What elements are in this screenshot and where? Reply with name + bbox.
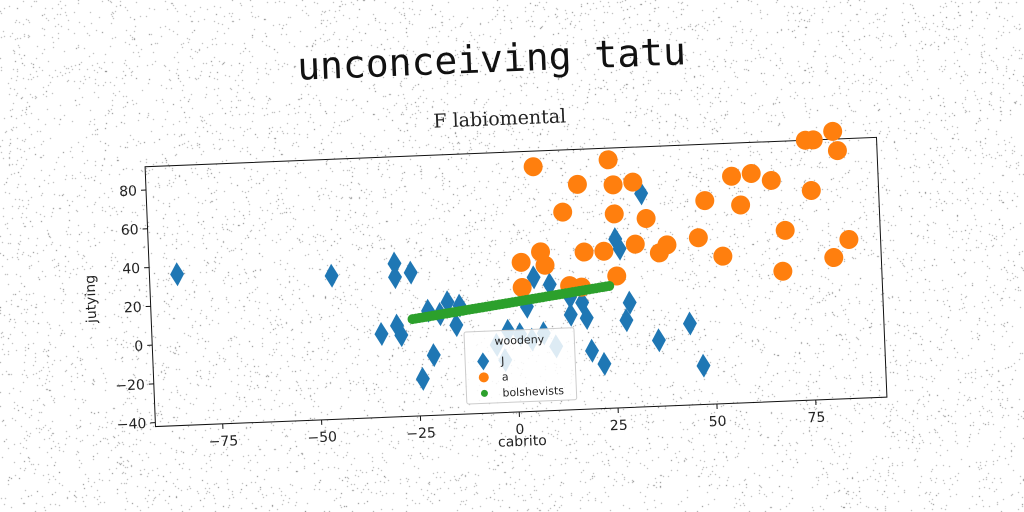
point-J bbox=[388, 265, 403, 290]
point-a bbox=[598, 150, 618, 170]
legend-title: woodeny bbox=[494, 333, 545, 348]
point-a bbox=[623, 172, 643, 192]
point-a bbox=[773, 261, 793, 281]
point-J bbox=[170, 262, 185, 287]
point-J bbox=[651, 328, 666, 353]
point-J bbox=[622, 290, 637, 315]
point-a bbox=[824, 248, 844, 268]
point-a bbox=[731, 195, 751, 215]
point-a bbox=[603, 175, 623, 195]
y-axis-label: jutying bbox=[82, 275, 100, 325]
point-a bbox=[722, 166, 742, 186]
legend-marker-bolshevists bbox=[480, 389, 488, 397]
point-J bbox=[426, 343, 441, 368]
point-a bbox=[839, 229, 859, 249]
point-a bbox=[761, 170, 781, 190]
point-a bbox=[803, 130, 823, 150]
y-tick-label: 40 bbox=[122, 261, 140, 278]
x-tick-label: −25 bbox=[406, 425, 436, 442]
chart-subtitle: F labiomental bbox=[433, 105, 567, 132]
legend-label-J: J bbox=[500, 354, 505, 367]
point-a bbox=[607, 266, 627, 286]
point-J bbox=[597, 351, 612, 376]
y-tick-label: 0 bbox=[134, 338, 144, 354]
x-axis-label: cabrito bbox=[498, 433, 547, 451]
point-a bbox=[594, 241, 614, 261]
point-a bbox=[553, 202, 573, 222]
point-J bbox=[563, 302, 578, 327]
point-a bbox=[657, 235, 677, 255]
point-a bbox=[512, 278, 532, 298]
x-tick-label: −50 bbox=[307, 429, 337, 446]
point-a bbox=[741, 163, 761, 183]
legend-marker-J bbox=[477, 352, 490, 371]
point-J bbox=[579, 305, 594, 330]
points-layer bbox=[170, 121, 859, 391]
y-tick-label: 20 bbox=[124, 300, 142, 317]
point-a bbox=[574, 242, 594, 262]
y-tick-label: −40 bbox=[117, 416, 147, 433]
x-tick-label: −75 bbox=[208, 433, 238, 450]
point-a bbox=[713, 246, 733, 266]
point-a bbox=[695, 191, 715, 211]
point-J bbox=[449, 313, 464, 338]
x-tick-label: 75 bbox=[807, 410, 825, 427]
point-a bbox=[827, 141, 847, 161]
point-a bbox=[604, 204, 624, 224]
point-J bbox=[585, 338, 600, 363]
point-a bbox=[625, 234, 645, 254]
legend-label-bolshevists: bolshevists bbox=[502, 384, 564, 399]
ticks-layer: −75 −50 −25 0 25 50 75 −40 −20 0 20 40 60 80 bbox=[115, 183, 826, 450]
point-J bbox=[324, 263, 339, 288]
point-J bbox=[619, 308, 634, 333]
point-J bbox=[387, 251, 402, 276]
axes-frame bbox=[144, 136, 888, 428]
point-J bbox=[415, 366, 430, 391]
chart-title: unconceiving tatu bbox=[296, 29, 686, 89]
legend: woodeny J a bolshevists bbox=[463, 327, 578, 405]
x-tick-label: 50 bbox=[708, 414, 726, 431]
point-a bbox=[567, 174, 587, 194]
point-J bbox=[403, 260, 418, 285]
point-J bbox=[542, 272, 557, 297]
x-tick-label: 25 bbox=[610, 418, 628, 435]
point-J bbox=[394, 323, 409, 348]
y-tick-label: 60 bbox=[120, 222, 138, 239]
point-J bbox=[682, 311, 697, 336]
point-J bbox=[374, 321, 389, 346]
legend-label-a: a bbox=[502, 370, 509, 383]
legend-marker-a bbox=[478, 372, 489, 383]
x-tick-label: 0 bbox=[515, 422, 525, 438]
y-tick-label: −20 bbox=[115, 377, 145, 394]
point-a bbox=[535, 255, 555, 275]
point-a bbox=[688, 228, 708, 248]
point-a bbox=[801, 180, 821, 200]
point-a bbox=[775, 220, 795, 240]
y-tick-label: 80 bbox=[119, 183, 137, 200]
point-a bbox=[511, 252, 531, 272]
point-J bbox=[612, 236, 627, 261]
point-a bbox=[823, 121, 843, 141]
point-J bbox=[526, 265, 541, 290]
point-a bbox=[523, 157, 543, 177]
point-bolshevists bbox=[604, 280, 615, 291]
point-J bbox=[696, 353, 711, 378]
point-a bbox=[636, 208, 656, 228]
legend-box bbox=[463, 327, 578, 405]
